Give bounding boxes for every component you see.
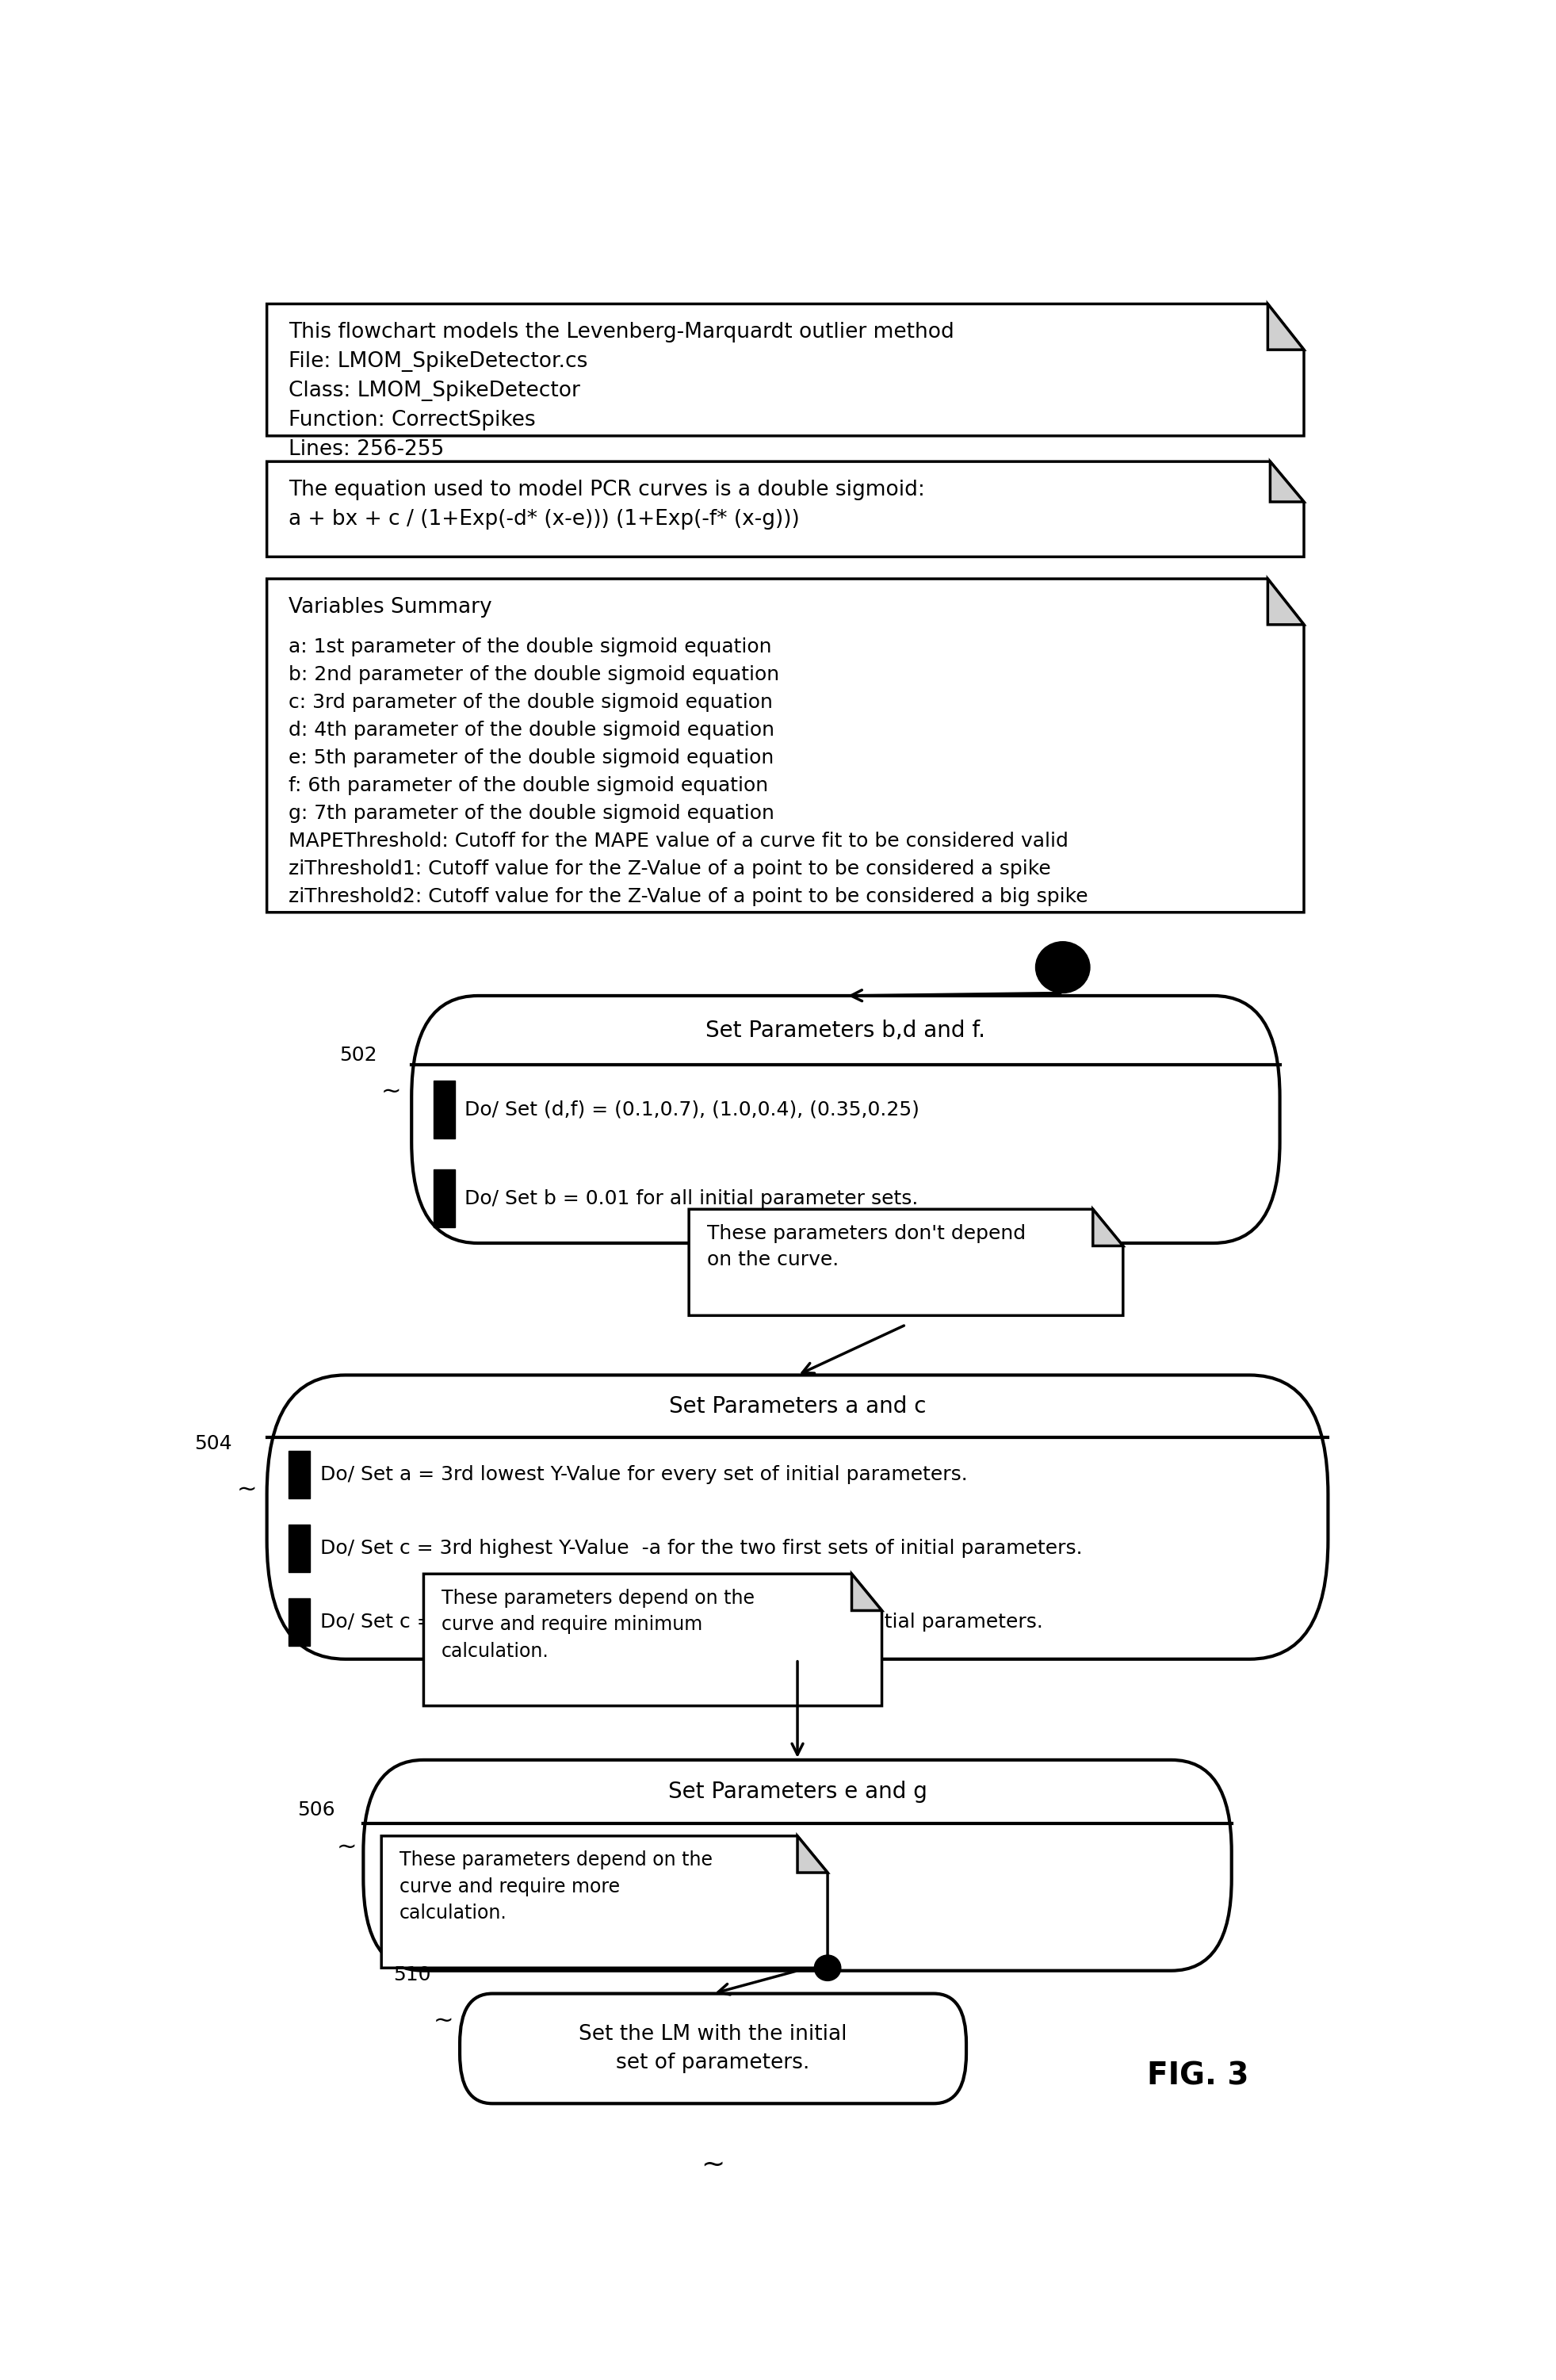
Text: Do/ Set c = 3rd highest Y-Value-a+2 for the last set of initial parameters.: Do/ Set c = 3rd highest Y-Value-a+2 for …	[321, 1614, 1043, 1633]
Text: a: 1st parameter of the double sigmoid equation
b: 2nd parameter of the double s: a: 1st parameter of the double sigmoid e…	[288, 638, 1088, 907]
Text: FIG. 3: FIG. 3	[1147, 2061, 1249, 2090]
Text: 502: 502	[339, 1045, 377, 1064]
Polygon shape	[1092, 1209, 1123, 1245]
Text: This flowchart models the Levenberg-Marquardt outlier method
File: LMOM_SpikeDet: This flowchart models the Levenberg-Marq…	[288, 321, 954, 459]
Text: 504: 504	[194, 1435, 232, 1454]
Text: The equation used to model PCR curves is a double sigmoid:
a + bx + c / (1+Exp(-: The equation used to model PCR curves is…	[288, 481, 924, 531]
FancyBboxPatch shape	[288, 1449, 310, 1499]
Text: Do/ Set b = 0.01 for all initial parameter sets.: Do/ Set b = 0.01 for all initial paramet…	[465, 1190, 918, 1209]
Text: ~: ~	[381, 1081, 401, 1104]
FancyBboxPatch shape	[433, 1169, 454, 1228]
Polygon shape	[851, 1573, 882, 1611]
Polygon shape	[1268, 578, 1304, 624]
Text: Set the LM with the initial
set of parameters.: Set the LM with the initial set of param…	[579, 2023, 846, 2073]
Text: ~: ~	[237, 1478, 257, 1502]
Text: Variables Summary: Variables Summary	[288, 597, 492, 619]
Text: ~: ~	[336, 1835, 356, 1859]
Text: Set Parameters b,d and f.: Set Parameters b,d and f.	[706, 1019, 985, 1042]
Polygon shape	[381, 1835, 828, 1968]
Text: These parameters don't depend
on the curve.: These parameters don't depend on the cur…	[706, 1223, 1025, 1269]
Ellipse shape	[1036, 942, 1089, 992]
Polygon shape	[268, 578, 1304, 912]
Text: Set Parameters a and c: Set Parameters a and c	[669, 1395, 926, 1418]
FancyBboxPatch shape	[461, 1994, 966, 2104]
Polygon shape	[268, 462, 1304, 557]
Polygon shape	[1268, 305, 1304, 350]
FancyBboxPatch shape	[288, 1523, 310, 1573]
FancyBboxPatch shape	[288, 1599, 310, 1647]
Text: ~: ~	[433, 2009, 453, 2033]
FancyBboxPatch shape	[411, 995, 1279, 1242]
FancyBboxPatch shape	[433, 1081, 454, 1138]
Text: Do/ Set a = 3rd lowest Y-Value for every set of initial parameters.: Do/ Set a = 3rd lowest Y-Value for every…	[321, 1466, 968, 1485]
Text: 510: 510	[394, 1966, 431, 1985]
Polygon shape	[268, 305, 1304, 436]
Text: ~: ~	[702, 2152, 725, 2178]
Polygon shape	[798, 1835, 828, 1873]
Polygon shape	[423, 1573, 882, 1706]
Text: Do/ Set c = 3rd highest Y-Value  -a for the two first sets of initial parameters: Do/ Set c = 3rd highest Y-Value -a for t…	[321, 1540, 1081, 1559]
Polygon shape	[689, 1209, 1123, 1316]
Ellipse shape	[814, 1954, 840, 1980]
Text: 506: 506	[297, 1802, 335, 1821]
Text: Set Parameters e and g: Set Parameters e and g	[668, 1780, 927, 1802]
Text: These parameters depend on the
curve and require more
calculation.: These parameters depend on the curve and…	[400, 1852, 713, 1923]
Text: These parameters depend on the
curve and require minimum
calculation.: These parameters depend on the curve and…	[442, 1587, 755, 1661]
Polygon shape	[1270, 462, 1304, 502]
Text: Do/ Set (d,f) = (0.1,0.7), (1.0,0.4), (0.35,0.25): Do/ Set (d,f) = (0.1,0.7), (1.0,0.4), (0…	[465, 1100, 920, 1119]
FancyBboxPatch shape	[268, 1376, 1327, 1659]
FancyBboxPatch shape	[364, 1759, 1232, 1971]
